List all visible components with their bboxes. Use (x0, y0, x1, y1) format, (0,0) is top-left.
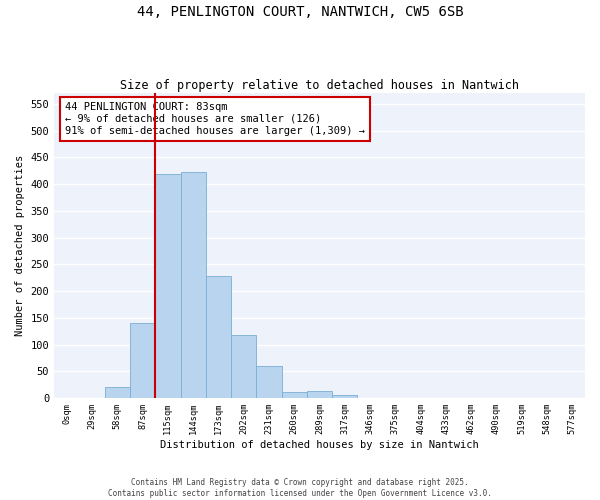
Y-axis label: Number of detached properties: Number of detached properties (15, 155, 25, 336)
X-axis label: Distribution of detached houses by size in Nantwich: Distribution of detached houses by size … (160, 440, 479, 450)
Text: 44 PENLINGTON COURT: 83sqm
← 9% of detached houses are smaller (126)
91% of semi: 44 PENLINGTON COURT: 83sqm ← 9% of detac… (65, 102, 365, 136)
Text: Contains HM Land Registry data © Crown copyright and database right 2025.
Contai: Contains HM Land Registry data © Crown c… (108, 478, 492, 498)
Bar (130, 323, 155, 398)
Bar (155, 174, 181, 398)
Title: Size of property relative to detached houses in Nantwich: Size of property relative to detached ho… (120, 79, 519, 92)
Bar (206, 276, 231, 398)
Bar (181, 172, 206, 398)
Bar (332, 396, 358, 398)
Bar (307, 391, 332, 398)
Bar (256, 366, 281, 398)
Text: 44, PENLINGTON COURT, NANTWICH, CW5 6SB: 44, PENLINGTON COURT, NANTWICH, CW5 6SB (137, 5, 463, 19)
Bar (231, 335, 256, 398)
Bar (105, 388, 130, 398)
Bar (281, 392, 307, 398)
